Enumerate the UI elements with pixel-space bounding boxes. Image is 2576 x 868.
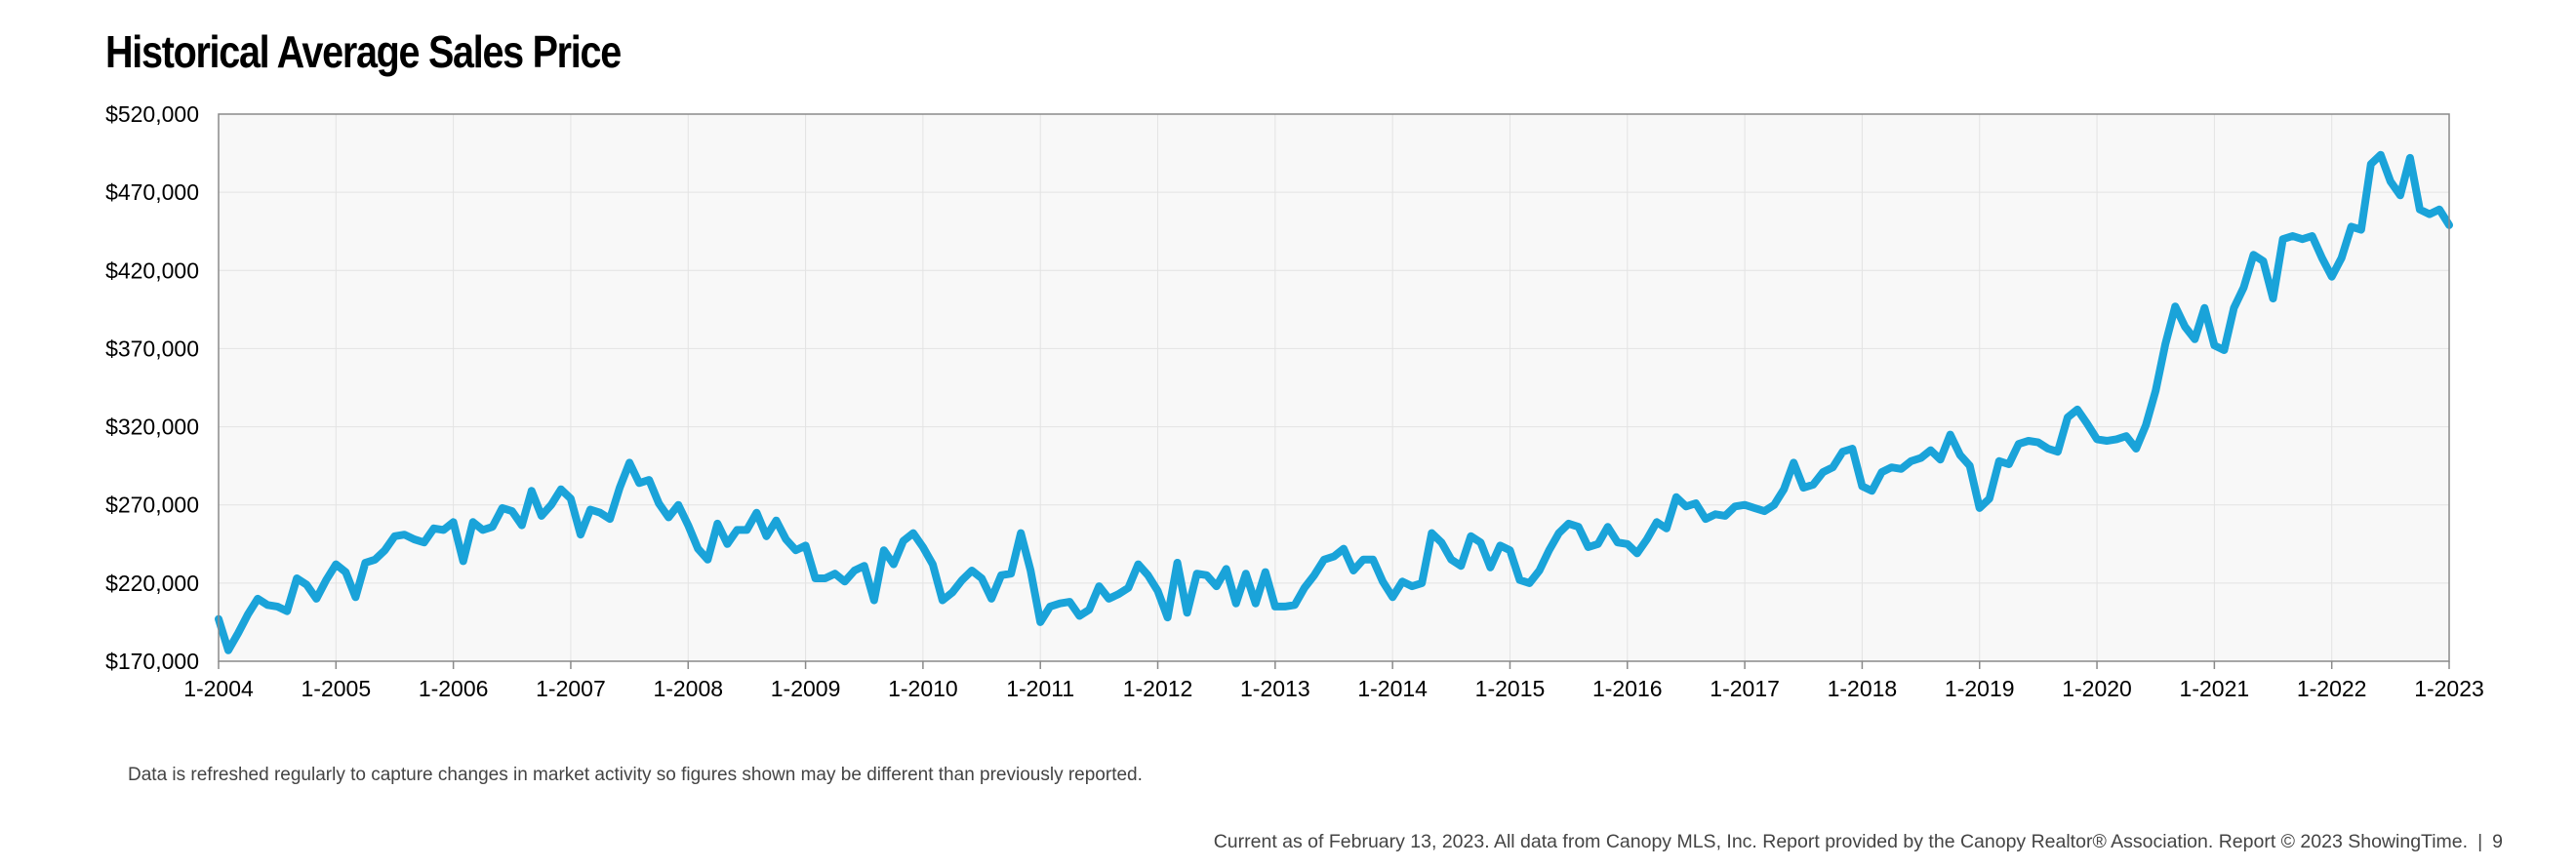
x-tick-label: 1-2012 [1123,676,1193,701]
plot-frame [218,113,2450,662]
x-tick-label: 1-2010 [888,676,958,701]
x-tick-label: 1-2023 [2414,676,2484,701]
y-tick-label: $420,000 [105,257,199,283]
page-footer: Current as of February 13, 2023. All dat… [1214,831,2503,853]
line-chart: $520,000 $470,000 $420,000 $370,000 $320,000… [105,101,2484,701]
x-tick-label: 1-2007 [536,676,606,701]
x-tick-label: 1-2020 [2062,676,2132,701]
x-tick-label: 1-2015 [1475,676,1546,701]
x-tick-label: 1-2019 [1945,676,2015,701]
x-tick-label: 1-2022 [2297,676,2367,701]
y-tick-label: $320,000 [105,414,199,440]
x-tick-label: 1-2021 [2180,676,2250,701]
page-number: 9 [2492,831,2503,852]
x-tick-label: 1-2004 [183,676,254,701]
footer-source-text: Current as of February 13, 2023. All dat… [1213,831,2469,852]
y-tick-label: $170,000 [105,649,199,674]
x-tick-label: 1-2017 [1710,676,1780,701]
x-tick-label: 1-2018 [1828,676,1898,701]
x-tick-label: 1-2009 [771,676,841,701]
y-tick-label: $370,000 [105,335,199,361]
series-line-average-sales-price [215,150,2453,654]
plot-area [219,114,2449,661]
x-tick-label: 1-2005 [302,676,372,701]
x-tick-label: 1-2013 [1240,676,1310,701]
y-tick-label: $270,000 [105,493,199,518]
x-tick-label: 1-2016 [1592,676,1663,701]
y-tick-label: $520,000 [105,101,199,127]
data-refresh-note: Data is refreshed regularly to capture c… [128,765,1143,785]
x-tick-label: 1-2006 [419,676,489,701]
chart-title: Historical Average Sales Price [105,26,622,77]
x-tick-label: 1-2008 [653,676,723,701]
x-tick-label: 1-2014 [1357,676,1428,701]
y-tick-label: $220,000 [105,571,199,596]
footer-separator: | [2477,831,2483,852]
x-tick-label: 1-2011 [1006,676,1074,701]
x-axis-ticks: 1-2004 1-2005 1-2006 1-2007 1-2008 1-2009 1-20… [183,661,2484,701]
y-tick-label: $470,000 [105,179,199,205]
y-axis-ticks: $520,000 $470,000 $420,000 $370,000 $320,000… [105,101,199,674]
